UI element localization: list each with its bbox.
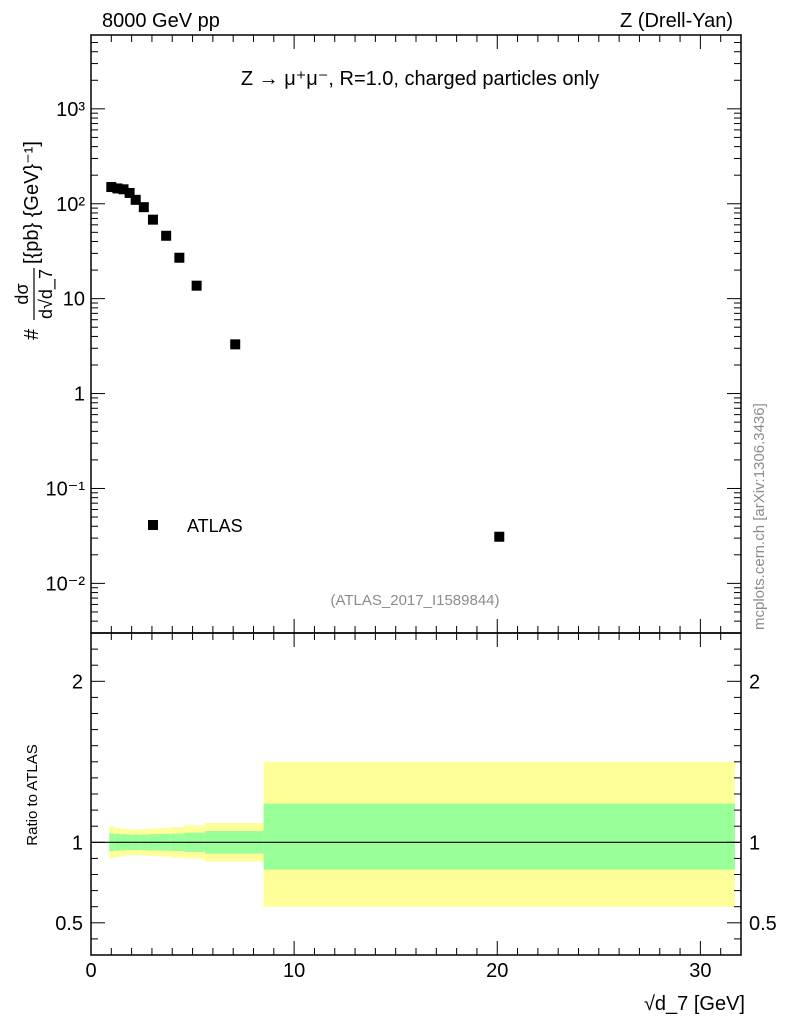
data-point [147,214,158,225]
ylabel-numerator: dσ [12,283,32,304]
x-tick-label: 10 [283,960,305,982]
data-point [112,183,123,194]
data-point [230,339,241,350]
main-frame [90,34,742,634]
analysis-reference: (ATLAS_2017_I1589844) [330,592,499,609]
data-point [118,184,129,195]
ratio-bands [91,761,741,907]
side-label: mcplots.cern.ch [arXiv:1306.3436] [751,403,768,630]
data-point [174,252,185,263]
ylabel-prefix: # [21,328,43,340]
ratio-y-tick-label-right: 1 [749,832,760,854]
ratio-ylabel: Ratio to ATLAS [24,744,41,845]
axes-layer: 10⁻² 10⁻¹ 1 10 10² 10³ 0 10 20 30 0.5 0.5 1 1 2 2 [46,34,777,982]
main-ylabel: # dσ d√d_7 [{pb} {GeV}⁻¹] [12,141,57,340]
data-point [130,194,141,205]
data-point [106,182,117,193]
data-point [191,280,202,291]
main-y-tick-label: 10² [56,194,85,216]
x-tick-label: 20 [486,960,508,982]
process-label: Z (Drell-Yan) [620,10,733,32]
data-point [494,531,505,542]
ratio-band-inner [263,803,735,870]
ylabel-units: [{pb} {GeV}⁻¹] [21,141,43,264]
data-point [161,230,172,241]
x-axis-label: √d_7 [GeV] [644,993,745,1015]
main-y-tick-label: 1 [74,384,85,406]
ratio-y-tick-label: 0.5 [55,913,83,935]
main-y-tick-label: 10³ [56,99,85,121]
ratio-y-tick-label: 2 [72,671,83,693]
main-y-tick-label: 10⁻¹ [46,478,86,500]
ylabel-denominator: d√d_7 [36,269,57,319]
legend-marker-atlas [148,520,158,530]
ratio-y-tick-label-right: 2 [749,671,760,693]
x-tick-label: 0 [85,960,96,982]
data-point [138,202,149,213]
ratio-y-tick-label-right: 0.5 [749,913,777,935]
legend-label-atlas: ATLAS [187,516,243,536]
main-data-points [106,182,505,542]
main-y-tick-label: 10⁻² [46,573,86,595]
ratio-y-tick-label: 1 [72,832,83,854]
x-tick-label: 30 [689,960,711,982]
main-y-tick-label: 10 [63,289,85,311]
energy-label: 8000 GeV pp [102,10,220,32]
main-title: Z → μ⁺μ⁻, R=1.0, charged particles only [241,68,599,90]
data-point [124,187,135,198]
